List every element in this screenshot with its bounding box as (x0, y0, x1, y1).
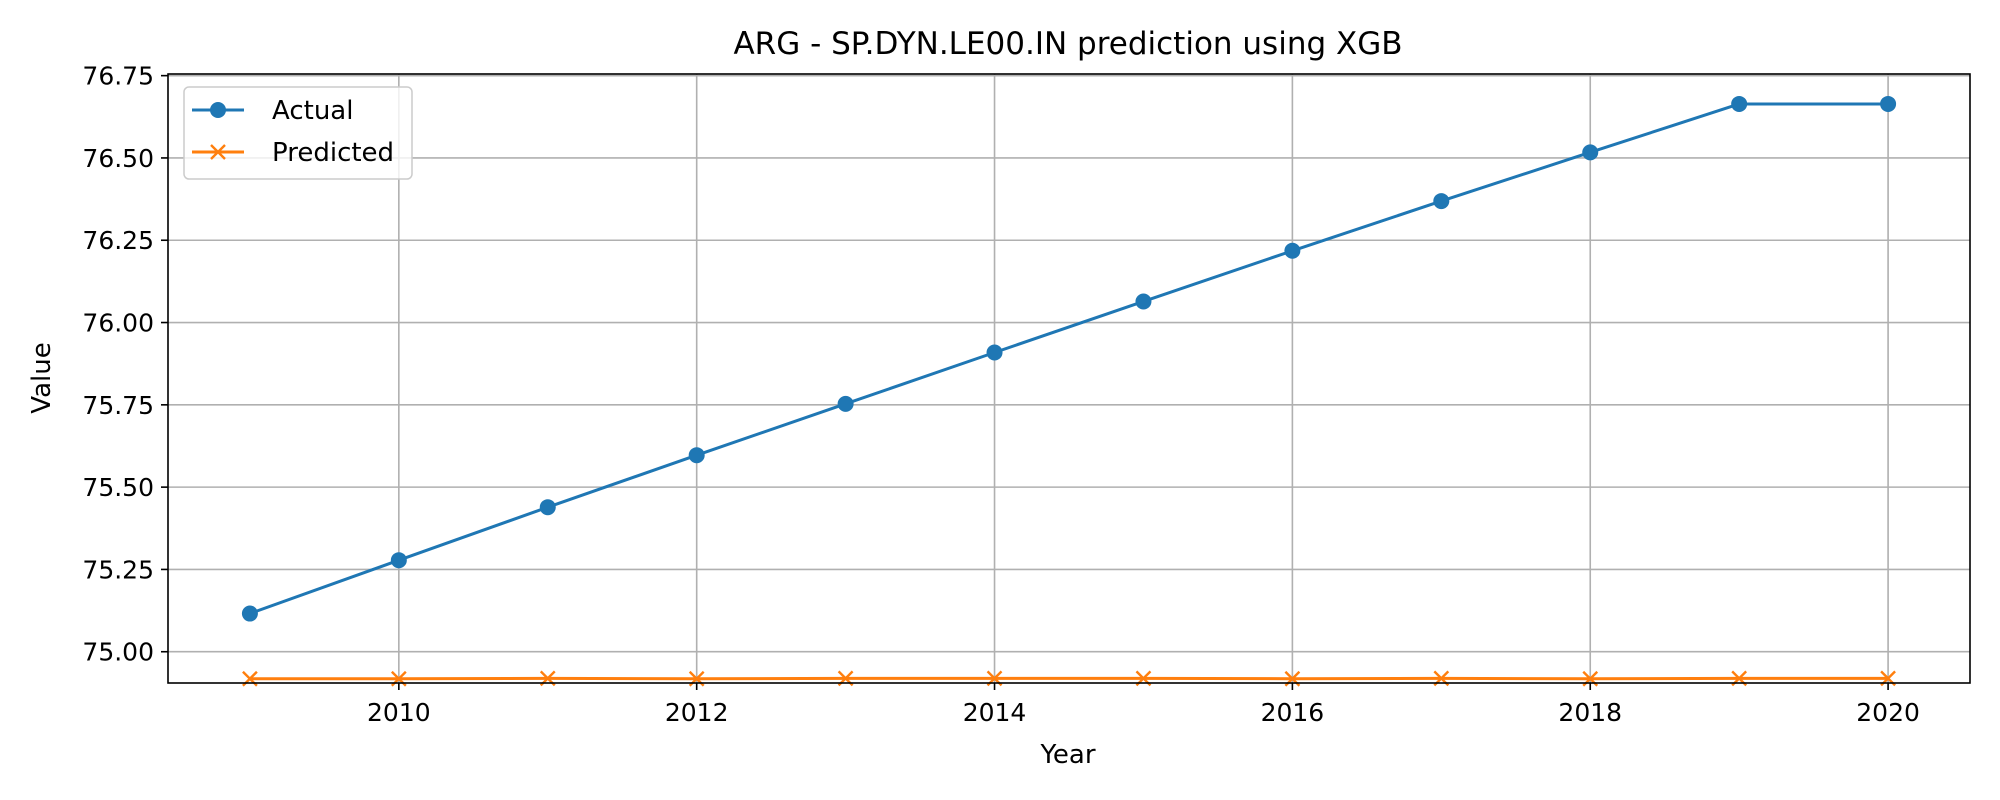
x-tick-label: 2016 (1261, 698, 1325, 727)
x-tick-label: 2010 (367, 698, 431, 727)
x-axis-ticks: 2010 2012 2014 2016 2018 2020 (367, 683, 1920, 727)
chart-title: ARG - SP.DYN.LE00.IN prediction using XG… (733, 26, 1402, 62)
y-tick-label: 76.75 (82, 62, 154, 91)
data-point-actual (539, 499, 556, 516)
data-point-actual (1284, 242, 1301, 259)
x-tick-label: 2018 (1558, 698, 1622, 727)
y-tick-label: 75.00 (82, 638, 154, 667)
series-layer (241, 95, 1897, 687)
y-tick-label: 75.25 (82, 555, 154, 584)
data-point-actual (1731, 95, 1748, 112)
data-point-actual (837, 395, 854, 412)
legend-marker-predicted (210, 144, 226, 160)
series-line-actual (249, 102, 1889, 615)
data-point-actual (986, 344, 1003, 361)
plot-frame (167, 73, 1971, 684)
legend-label-predicted: Predicted (272, 138, 394, 168)
legend-marker-actual (210, 102, 226, 118)
y-axis-label: Value (27, 342, 57, 413)
legend: Actual Predicted (183, 86, 413, 180)
y-tick-label: 76.25 (82, 226, 154, 255)
y-tick-label: 75.75 (82, 391, 154, 420)
data-point-actual (241, 605, 258, 622)
x-tick-label: 2012 (665, 698, 729, 727)
x-tick-label: 2020 (1856, 698, 1920, 727)
data-point-actual (1880, 95, 1897, 112)
data-point-actual (1582, 144, 1599, 161)
grid (168, 74, 1970, 683)
data-point-actual (390, 552, 407, 569)
y-tick-label: 76.00 (82, 309, 154, 338)
y-tick-label: 75.50 (82, 473, 154, 502)
data-point-actual (1433, 193, 1450, 210)
x-tick-label: 2014 (963, 698, 1027, 727)
y-axis-ticks: 75.00 75.25 75.50 75.75 76.00 76.25 76.50 76.75 (82, 62, 168, 667)
x-axis-label: Year (1039, 740, 1095, 770)
y-tick-label: 76.50 (82, 144, 154, 173)
data-point-actual (688, 447, 705, 464)
legend-label-actual: Actual (272, 96, 353, 126)
data-point-actual (1135, 293, 1152, 310)
